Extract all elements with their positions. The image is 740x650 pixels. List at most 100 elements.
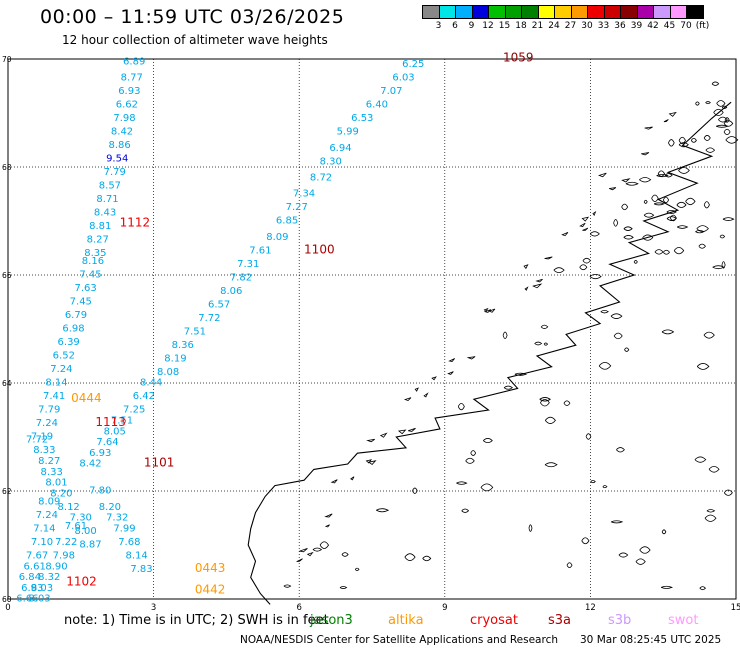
lake-outline [412, 487, 418, 494]
lake-outline [653, 202, 665, 206]
wave-points: 6.89 8.77 6.93 6.62 7.98 8.42 8.86 9.54 7.79 8.57… [16, 56, 424, 604]
wave-height-value: 8.42 [79, 459, 101, 470]
island-outline [366, 438, 375, 443]
island-outline [532, 283, 543, 289]
lake-outline [613, 219, 619, 227]
colorbar-label: (ft) [695, 21, 710, 31]
wave-height-value: 8.14 [125, 551, 147, 562]
y-tick-label: 70 [2, 55, 12, 64]
wave-height-value: 8.36 [172, 340, 194, 351]
lake-outline [663, 249, 670, 255]
colorbar-label: 21 [531, 21, 544, 31]
island-outline [379, 432, 388, 438]
wave-height-value: 6.62 [116, 100, 138, 111]
wave-height-value: 8.27 [38, 456, 60, 467]
track-label: 0442 [195, 583, 226, 597]
lake-outline [721, 105, 728, 110]
wave-height-value: 8.44 [140, 378, 162, 389]
lake-outline [544, 416, 556, 424]
wave-height-value: 8.05 [104, 426, 126, 437]
wave-height-value: 8.03 [31, 583, 53, 594]
island-outline [299, 548, 308, 553]
colorbar-label: 15 [498, 21, 511, 31]
wave-height-value: 7.67 [26, 551, 48, 562]
lake-outline [616, 447, 625, 453]
island-outline [621, 178, 631, 183]
legend-item-s3b: s3b [608, 613, 632, 628]
island-outline [561, 231, 569, 237]
lake-outline [610, 520, 624, 524]
wave-height-value: 8.08 [157, 367, 179, 378]
track-label: 1101 [144, 456, 175, 470]
colorbar-swatch [686, 5, 704, 19]
lake-outline [534, 341, 543, 346]
wave-height-value: 6.89 [123, 56, 145, 67]
wave-height-value: 8.00 [75, 526, 97, 537]
lake-outline [589, 231, 600, 237]
wave-height-value: 7.79 [104, 167, 126, 178]
wave-height-value: 7.22 [55, 537, 77, 548]
island-outline [579, 222, 586, 228]
lake-outline [610, 313, 623, 319]
island-outline [448, 358, 455, 362]
lake-outline [553, 267, 565, 274]
lake-outline [540, 324, 549, 329]
island-outline [644, 126, 653, 130]
track-label: 0444 [71, 391, 102, 405]
island-outline [483, 307, 489, 312]
lake-outline [703, 135, 711, 141]
lake-outline [695, 101, 700, 106]
wave-height-value: 7.32 [106, 513, 128, 524]
lake-outline [563, 400, 571, 406]
lake-outline [704, 514, 717, 522]
lake-outline [624, 347, 630, 352]
wave-height-value: 7.61 [249, 245, 271, 256]
note-text: note: 1) Time is in UTC; 2) SWH is in fe… [64, 613, 329, 628]
wave-height-value: 8.35 [84, 248, 106, 259]
island-outline [524, 286, 529, 291]
lake-outline [540, 398, 550, 407]
coastline-main [247, 101, 732, 605]
page-title: 00:00 – 11:59 UTC 03/26/2025 [40, 6, 345, 28]
wave-height-value: 8.03 [28, 594, 50, 605]
wave-height-value: 8.81 [89, 221, 111, 232]
wave-height-value: 7.24 [36, 510, 58, 521]
lake-outline [633, 260, 638, 264]
map-frame [7, 58, 737, 600]
lake-outline [544, 462, 558, 468]
track-label: 1112 [120, 215, 151, 229]
lake-outline [543, 342, 549, 346]
colorbar-label: 27 [564, 21, 577, 31]
credit-text: NOAA/NESDIS Center for Satellite Applica… [240, 634, 558, 646]
timestamp-text: 30 Mar 08:25:45 UTC 2025 [580, 634, 722, 646]
wave-height-value: 7.82 [230, 272, 252, 283]
wave-height-value: 7.63 [75, 283, 97, 294]
wave-height-value: 8.06 [220, 286, 242, 297]
lake-outline [719, 234, 726, 239]
island-outline [581, 216, 590, 222]
axis-ticks: 0 3 6 9 12 15 70 68 66 64 62 60 [2, 55, 740, 613]
lake-outline [662, 196, 670, 204]
wave-height-value: 7.07 [380, 86, 402, 97]
wave-height-value: 6.79 [65, 310, 87, 321]
colorbar-label: 42 [647, 21, 659, 31]
lake-outline [354, 567, 360, 572]
wave-height-value: 7.30 [70, 513, 92, 524]
y-tick-label: 68 [2, 163, 12, 172]
lake-outline [456, 481, 468, 485]
lake-outline [660, 585, 673, 589]
colorbar-label: 30 [581, 21, 593, 31]
lake-outline [654, 249, 664, 255]
wave-height-value: 8.09 [38, 497, 60, 508]
lake-outline [600, 309, 609, 314]
wave-height-value: 6.40 [366, 100, 388, 111]
lake-outline [712, 265, 725, 270]
colorbar-label: 3 [435, 21, 442, 31]
colorbar-label: 12 [482, 21, 494, 31]
lake-outline [480, 483, 494, 492]
wave-height-value: 8.90 [45, 561, 67, 572]
wave-height-value: 6.39 [58, 337, 80, 348]
island-outline [306, 551, 314, 557]
wave-height-value: 7.45 [79, 270, 101, 281]
lake-outline [585, 433, 592, 440]
